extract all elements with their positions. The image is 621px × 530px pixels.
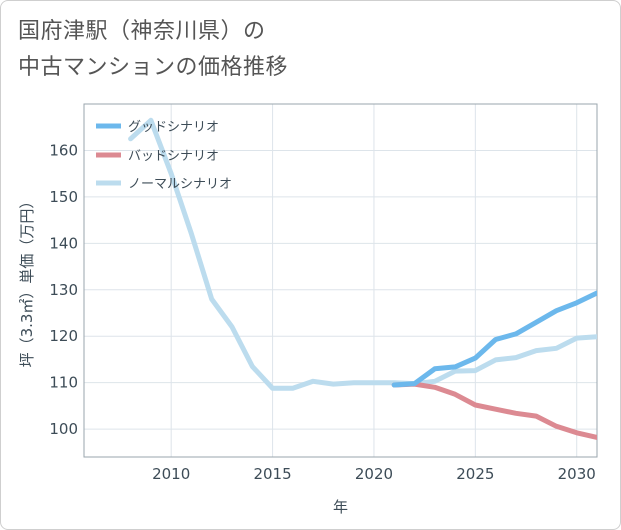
legend-label: グッドシナリオ xyxy=(128,120,219,135)
x-tick-label: 2025 xyxy=(456,465,494,483)
title-line-1: 国府津駅（神奈川県）の xyxy=(18,19,266,44)
plot-area xyxy=(83,103,598,458)
legend-label: バッドシナリオ xyxy=(128,149,219,164)
chart-title: 国府津駅（神奈川県）の 中古マンションの価格推移 xyxy=(18,14,288,86)
y-tick-label: 150 xyxy=(49,188,78,206)
x-tick-label: 2015 xyxy=(253,465,291,483)
series-line-1 xyxy=(391,381,597,440)
y-axis-label: 坪（3.3㎡）単価（万円） xyxy=(18,194,36,368)
y-tick-label: 130 xyxy=(49,281,78,299)
legend-label: ノーマルシナリオ xyxy=(128,177,232,192)
x-tick-label: 2020 xyxy=(355,465,393,483)
y-tick-label: 110 xyxy=(49,374,78,392)
tick-labels: 2010 2015 2020 2025 2030 100 110 120 130 140 150 16… xyxy=(49,141,595,483)
title-line-2: 中古マンションの価格推移 xyxy=(18,55,289,80)
series-line-0 xyxy=(391,290,597,388)
series-layer xyxy=(128,117,597,440)
x-axis-label: 年 xyxy=(333,498,348,516)
y-tick-label: 140 xyxy=(49,234,78,252)
series-line-2 xyxy=(128,117,597,391)
x-tick-label: 2010 xyxy=(152,465,190,483)
y-tick-label: 160 xyxy=(49,141,78,159)
x-tick-label: 2030 xyxy=(558,465,596,483)
y-tick-label: 100 xyxy=(49,420,78,438)
y-tick-label: 120 xyxy=(49,327,78,345)
